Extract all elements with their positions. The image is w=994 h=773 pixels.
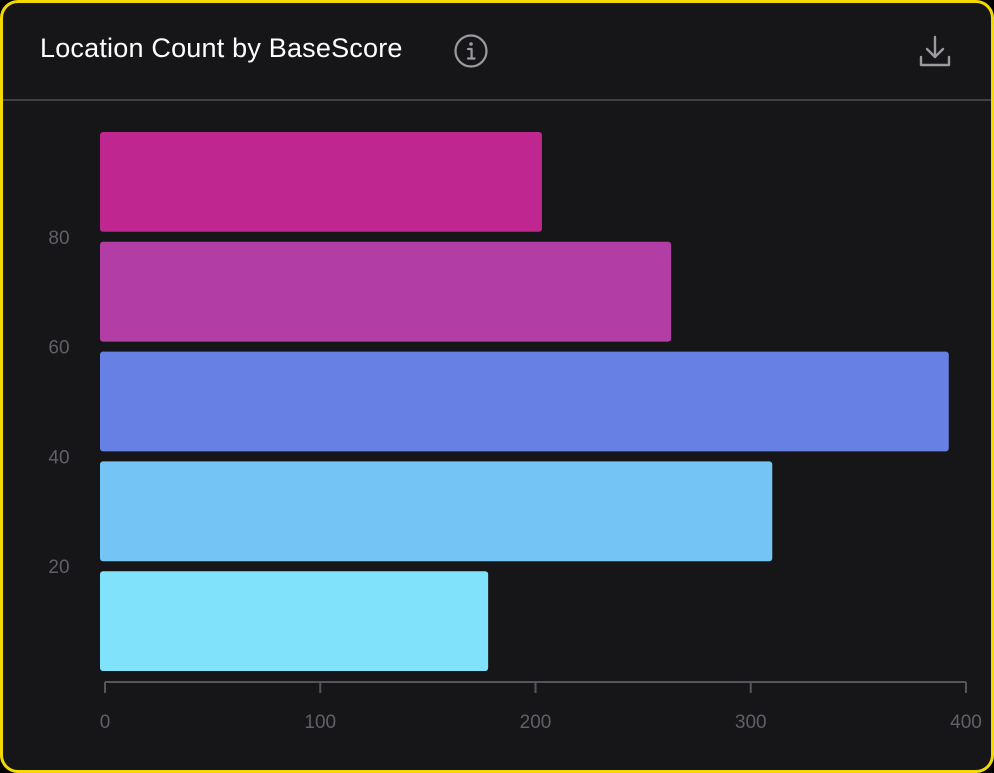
x-tick-label-2: 200 <box>520 712 552 733</box>
bar-1[interactable] <box>100 461 773 562</box>
card-header: Location Count by BaseScore <box>3 3 991 101</box>
x-tick-label-3: 300 <box>735 712 767 733</box>
bar-2[interactable] <box>100 351 949 452</box>
info-icon[interactable] <box>453 33 489 69</box>
y-tick-label-0: 20 <box>48 557 69 578</box>
bar-chart-plot: 0 100 200 300 400 20 40 60 80 <box>48 132 982 733</box>
y-tick-label-1: 40 <box>48 447 69 468</box>
bar-0[interactable] <box>100 571 489 671</box>
y-tick-label-2: 60 <box>48 338 69 359</box>
chart-title: Location Count by BaseScore <box>40 33 403 63</box>
bar-4[interactable] <box>100 132 542 232</box>
bar-3[interactable] <box>100 241 672 342</box>
x-tick-label-1: 100 <box>304 712 336 733</box>
x-tick-label-4: 400 <box>950 712 982 733</box>
y-tick-label-3: 80 <box>48 228 69 249</box>
download-icon[interactable] <box>915 31 955 71</box>
x-tick-label-0: 0 <box>100 712 111 733</box>
